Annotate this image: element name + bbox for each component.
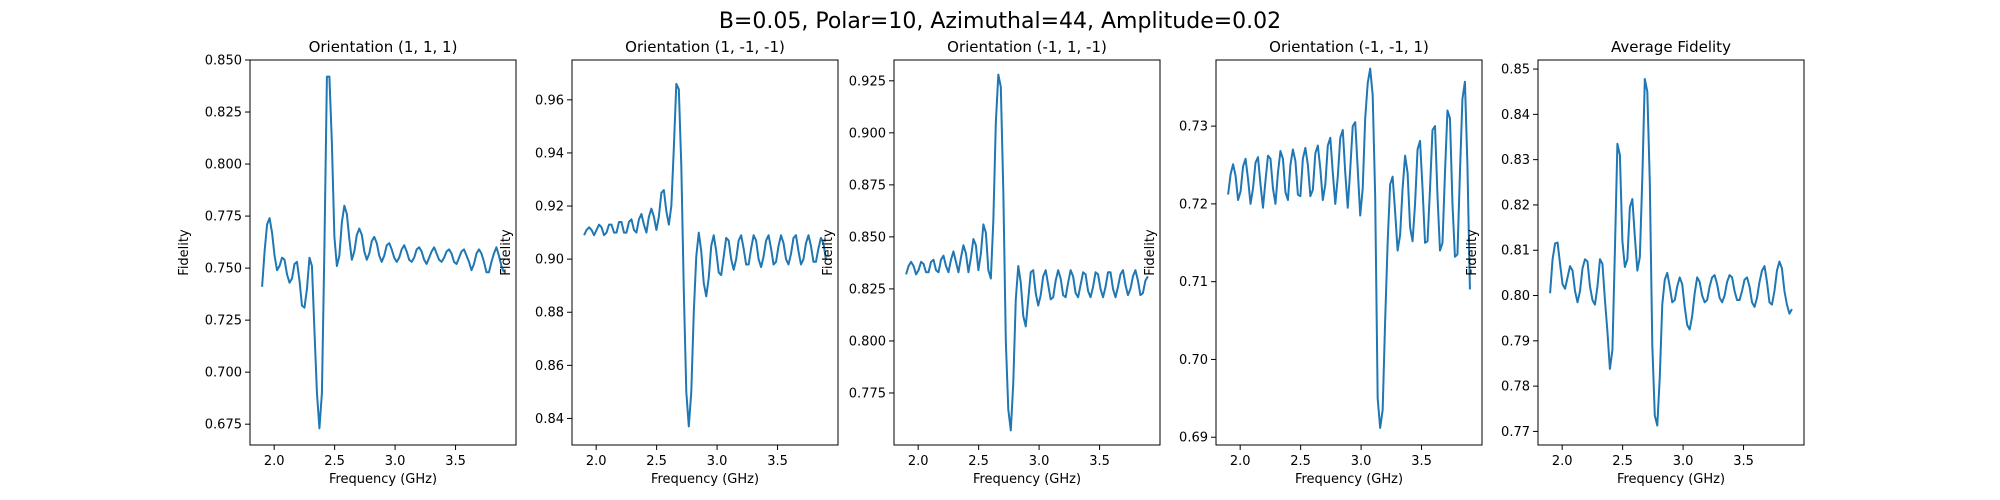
- y-tick-label: 0.79: [1501, 334, 1530, 349]
- y-tick-label: 0.775: [205, 210, 242, 225]
- y-tick-label: 0.675: [205, 418, 242, 433]
- y-axis-label: Fidelity: [177, 229, 192, 276]
- y-tick-label: 0.775: [849, 386, 886, 401]
- panels: 2.0 2.5 3.0 3.5 0.675 0.700 0.725 0.750 0.775 0.8…: [177, 38, 1805, 487]
- y-tick-label: 0.750: [205, 262, 242, 277]
- y-tick-label: 0.725: [205, 314, 242, 329]
- x-tick-label: 2.5: [324, 454, 345, 469]
- chart-panel-1: 2.0 2.5 3.0 3.5 0.675 0.700 0.725 0.750 0.775 0.8…: [177, 38, 517, 487]
- y-tick-label: 0.825: [205, 106, 242, 121]
- y-tick-label: 0.875: [849, 178, 886, 193]
- x-axis-label: Frequency (GHz): [1295, 472, 1403, 487]
- x-tick-label: 3.0: [1029, 454, 1050, 469]
- x-tick-label: 2.0: [1230, 454, 1251, 469]
- chart-title: Orientation (1, 1, 1): [309, 38, 458, 56]
- chart-panel-5: 2.0 2.5 3.0 3.5 0.77 0.78 0.79 0.80 0.81 0.82 0.83…: [1465, 38, 1805, 487]
- y-tick-label: 0.96: [535, 93, 564, 108]
- y-tick-label: 0.92: [535, 200, 564, 215]
- y-tick-label: 0.94: [535, 146, 564, 161]
- x-axis-label: Frequency (GHz): [973, 472, 1081, 487]
- y-tick-label: 0.900: [849, 126, 886, 141]
- series-line: [261, 75, 505, 430]
- x-tick-label: 3.5: [1733, 454, 1754, 469]
- x-tick-label: 2.5: [1612, 454, 1633, 469]
- y-tick-label: 0.73: [1179, 120, 1208, 135]
- y-axis-label: Fidelity: [1465, 229, 1480, 276]
- x-tick-label: 2.0: [908, 454, 929, 469]
- y-tick-label: 0.77: [1501, 425, 1530, 440]
- y-tick-label: 0.72: [1179, 197, 1208, 212]
- x-axis-label: Frequency (GHz): [329, 472, 437, 487]
- y-tick-label: 0.88: [535, 306, 564, 321]
- chart-panel-2: 2.0 2.5 3.0 3.5 0.84 0.86 0.88 0.90 0.92 0.94 0.96…: [499, 38, 839, 487]
- x-tick-label: 2.5: [968, 454, 989, 469]
- y-tick-label: 0.69: [1179, 431, 1208, 446]
- x-tick-label: 2.0: [586, 454, 607, 469]
- series-line: [583, 82, 827, 428]
- x-tick-label: 3.0: [385, 454, 406, 469]
- series-line: [1549, 78, 1793, 427]
- y-tick-label: 0.82: [1501, 198, 1530, 213]
- y-tick-label: 0.84: [535, 412, 564, 427]
- y-tick-label: 0.85: [1501, 63, 1530, 78]
- x-tick-label: 3.5: [1411, 454, 1432, 469]
- y-tick-label: 0.825: [849, 282, 886, 297]
- y-tick-label: 0.700: [205, 366, 242, 381]
- y-axis-label: Fidelity: [821, 229, 836, 276]
- x-tick-label: 2.5: [646, 454, 667, 469]
- x-tick-label: 2.0: [1552, 454, 1573, 469]
- x-tick-label: 3.0: [707, 454, 728, 469]
- x-tick-label: 3.0: [1351, 454, 1372, 469]
- y-tick-label: 0.81: [1501, 244, 1530, 259]
- y-tick-label: 0.925: [849, 74, 886, 89]
- y-tick-label: 0.850: [849, 230, 886, 245]
- axes-frame: [571, 59, 839, 446]
- chart-title: Orientation (1, -1, -1): [625, 38, 785, 56]
- x-tick-label: 3.5: [767, 454, 788, 469]
- axes-frame: [1537, 59, 1805, 446]
- y-tick-label: 0.86: [535, 359, 564, 374]
- chart-title: Orientation (-1, 1, -1): [947, 38, 1107, 56]
- x-tick-label: 3.5: [1089, 454, 1110, 469]
- x-axis-label: Frequency (GHz): [651, 472, 759, 487]
- axes-frame: [893, 59, 1161, 446]
- chart-panel-3: 2.0 2.5 3.0 3.5 0.775 0.800 0.825 0.850 0.875 0.9…: [821, 38, 1161, 487]
- series-line: [905, 73, 1149, 432]
- y-tick-label: 0.71: [1179, 275, 1208, 290]
- x-tick-label: 3.5: [445, 454, 466, 469]
- y-tick-label: 0.83: [1501, 153, 1530, 168]
- axes-frame: [249, 59, 517, 446]
- y-tick-label: 0.80: [1501, 289, 1530, 304]
- y-tick-label: 0.850: [205, 54, 242, 69]
- y-tick-label: 0.800: [849, 334, 886, 349]
- y-tick-label: 0.70: [1179, 353, 1208, 368]
- chart-title: Average Fidelity: [1611, 38, 1731, 56]
- chart-title: Orientation (-1, -1, 1): [1269, 38, 1429, 56]
- x-axis-label: Frequency (GHz): [1617, 472, 1725, 487]
- x-tick-label: 2.0: [264, 454, 285, 469]
- y-axis-label: Fidelity: [499, 229, 514, 276]
- y-tick-label: 0.800: [205, 158, 242, 173]
- chart-panel-4: 2.0 2.5 3.0 3.5 0.69 0.70 0.71 0.72 0.73 Orientat…: [1143, 38, 1483, 487]
- y-tick-label: 0.90: [535, 253, 564, 268]
- series-line: [1227, 67, 1471, 429]
- x-tick-label: 3.0: [1673, 454, 1694, 469]
- figure-title: B=0.05, Polar=10, Azimuthal=44, Amplitud…: [719, 9, 1281, 34]
- y-tick-label: 0.78: [1501, 380, 1530, 395]
- x-tick-label: 2.5: [1290, 454, 1311, 469]
- y-axis-label: Fidelity: [1143, 229, 1158, 276]
- axes-frame: [1215, 59, 1483, 446]
- y-tick-label: 0.84: [1501, 108, 1530, 123]
